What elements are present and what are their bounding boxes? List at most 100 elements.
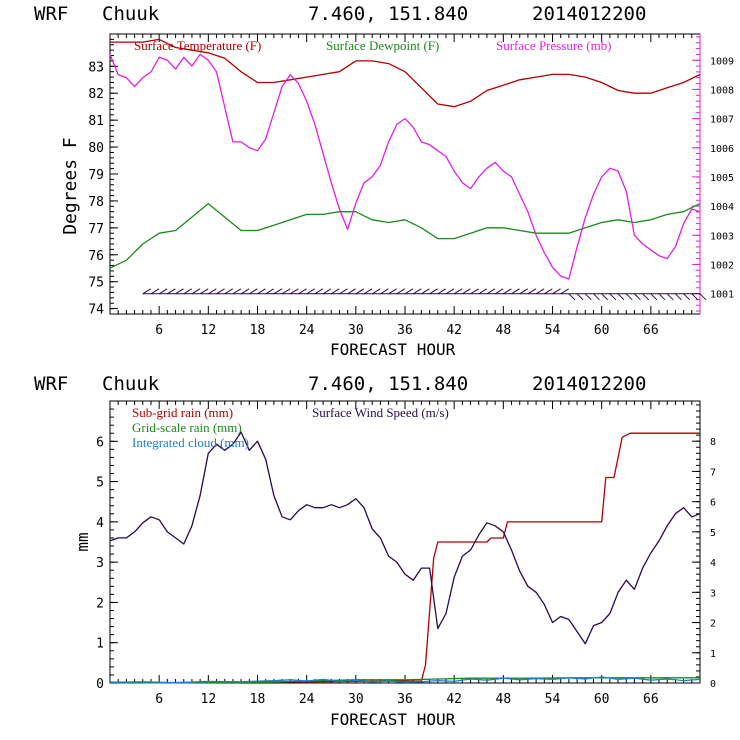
wind-barb — [544, 288, 553, 295]
temperature-pressure-chart: 6 12 18 24 30 36 42 48 54 60 66 74 75 76 77 78 79 80 81 82… — [60, 33, 734, 359]
series-line-surface-wind-speed-m-s — [109, 431, 701, 645]
wind-barb — [142, 288, 152, 295]
wind-barb — [666, 293, 674, 301]
bottom-y-axis-label: mm — [73, 532, 92, 551]
y-tick-label-left: 78 — [88, 195, 104, 210]
wind-barb — [355, 288, 365, 295]
wind-barb — [208, 288, 217, 295]
wind-barb — [224, 288, 233, 295]
top-x-axis-label: FORECAST HOUR — [330, 340, 456, 359]
y-tick-label-right: 1002 — [710, 260, 734, 271]
wind-barb — [363, 288, 373, 295]
y-tick-label-right: 1009 — [710, 56, 734, 67]
x-tick-label: 18 — [250, 323, 266, 338]
y-tick-label-right: 1004 — [710, 202, 734, 213]
wind-barb — [437, 288, 447, 295]
y-tick-label-right: 1008 — [710, 85, 734, 96]
wind-barb — [568, 293, 576, 301]
x-tick-label: 48 — [496, 692, 512, 707]
y-tick-label-left: 6 — [96, 435, 104, 450]
top-plot-frame — [109, 33, 701, 315]
legend-integrated-cloud: Integrated cloud (mm) — [132, 435, 249, 450]
wind-barb — [158, 288, 168, 295]
y-tick-label-right: 1007 — [710, 115, 734, 126]
x-tick-label: 12 — [201, 692, 217, 707]
wind-barb — [617, 293, 625, 301]
wind-barb — [265, 288, 274, 295]
wind-barb — [298, 288, 307, 295]
wind-barb — [552, 288, 561, 295]
x-tick-label: 36 — [397, 692, 413, 707]
wind-barb — [445, 288, 455, 295]
bottom-header: WRF Chuuk 7.460, 151.840 2014012200 — [34, 373, 646, 395]
bottom-x-ticks: 6 12 18 24 30 36 42 48 54 60 66 — [117, 401, 693, 707]
bottom-header-model: WRF — [34, 373, 68, 395]
x-tick-label: 60 — [594, 692, 610, 707]
wind-barbs — [142, 288, 707, 301]
series-line-surface-dewpoint-f — [109, 202, 701, 269]
x-tick-label: 6 — [155, 323, 163, 338]
y-tick-label-left: 83 — [88, 60, 104, 75]
top-y-axis-label: Degrees F — [60, 137, 81, 235]
wind-barb — [486, 288, 496, 295]
wind-barb — [388, 288, 397, 295]
y-tick-label-right: 1 — [710, 649, 716, 660]
bottom-series-group — [109, 431, 701, 684]
top-header-model: WRF — [34, 3, 68, 25]
bottom-y-ticks-right: 0 1 2 3 4 5 6 7 8 — [692, 404, 716, 690]
wind-barb — [191, 288, 201, 295]
top-y-ticks-left: 74 75 76 77 78 79 80 81 82 83 — [88, 38, 118, 318]
wind-barb — [314, 288, 324, 295]
series-line-sub-grid-rain-mm — [109, 432, 700, 684]
x-tick-label: 48 — [496, 323, 512, 338]
wind-barb — [240, 288, 250, 295]
legend-surface-temperature: Surface Temperature (F) — [134, 38, 261, 53]
y-tick-label-right: 6 — [710, 498, 716, 509]
wind-barb — [470, 288, 479, 295]
wind-barb — [453, 288, 463, 295]
y-tick-label-left: 3 — [96, 556, 104, 571]
wind-barb — [609, 293, 617, 301]
wind-barb — [462, 288, 471, 295]
y-tick-label-left: 76 — [88, 249, 104, 264]
y-tick-label-left: 4 — [96, 516, 104, 531]
bottom-header-coords: 7.460, 151.840 — [308, 373, 468, 395]
wind-barb — [199, 288, 209, 295]
top-x-ticks: 6 12 18 24 30 36 42 48 54 60 66 — [117, 34, 693, 338]
wind-barb — [494, 288, 504, 295]
wind-barb — [421, 288, 430, 295]
x-tick-label: 24 — [299, 323, 315, 338]
top-header: WRF Chuuk 7.460, 151.840 2014012200 — [34, 3, 646, 25]
x-tick-label: 66 — [643, 323, 659, 338]
y-tick-label-left: 1 — [96, 637, 104, 652]
y-tick-label-right: 3 — [710, 588, 716, 599]
x-tick-label: 30 — [348, 323, 364, 338]
wind-barb — [380, 288, 389, 295]
y-tick-label-right: 1006 — [710, 144, 734, 155]
wind-barb — [478, 288, 488, 295]
y-tick-label-right: 8 — [710, 437, 716, 448]
bottom-header-station: Chuuk — [102, 373, 160, 395]
series-line-integrated-cloud-mm — [109, 676, 701, 684]
y-tick-label-right: 5 — [710, 528, 716, 539]
y-tick-label-right: 2 — [710, 619, 716, 630]
wind-barb — [306, 288, 315, 295]
top-header-station: Chuuk — [102, 3, 160, 25]
x-tick-label: 30 — [348, 692, 364, 707]
bottom-header-init-time: 2014012200 — [532, 373, 646, 395]
y-tick-label-left: 81 — [88, 114, 104, 129]
wind-barb — [175, 288, 184, 295]
y-tick-label-right: 1005 — [710, 173, 734, 184]
wind-barb — [560, 288, 569, 295]
wind-barb — [371, 288, 381, 295]
x-tick-label: 6 — [155, 692, 163, 707]
y-tick-label-left: 79 — [88, 168, 104, 183]
y-tick-label-right: 1003 — [710, 231, 734, 242]
wind-barb — [675, 293, 682, 301]
y-tick-label-left: 82 — [88, 87, 104, 102]
wind-barb — [232, 288, 242, 295]
y-tick-label-right: 4 — [710, 558, 716, 569]
wind-barb — [249, 288, 258, 295]
wind-barb — [658, 293, 666, 301]
